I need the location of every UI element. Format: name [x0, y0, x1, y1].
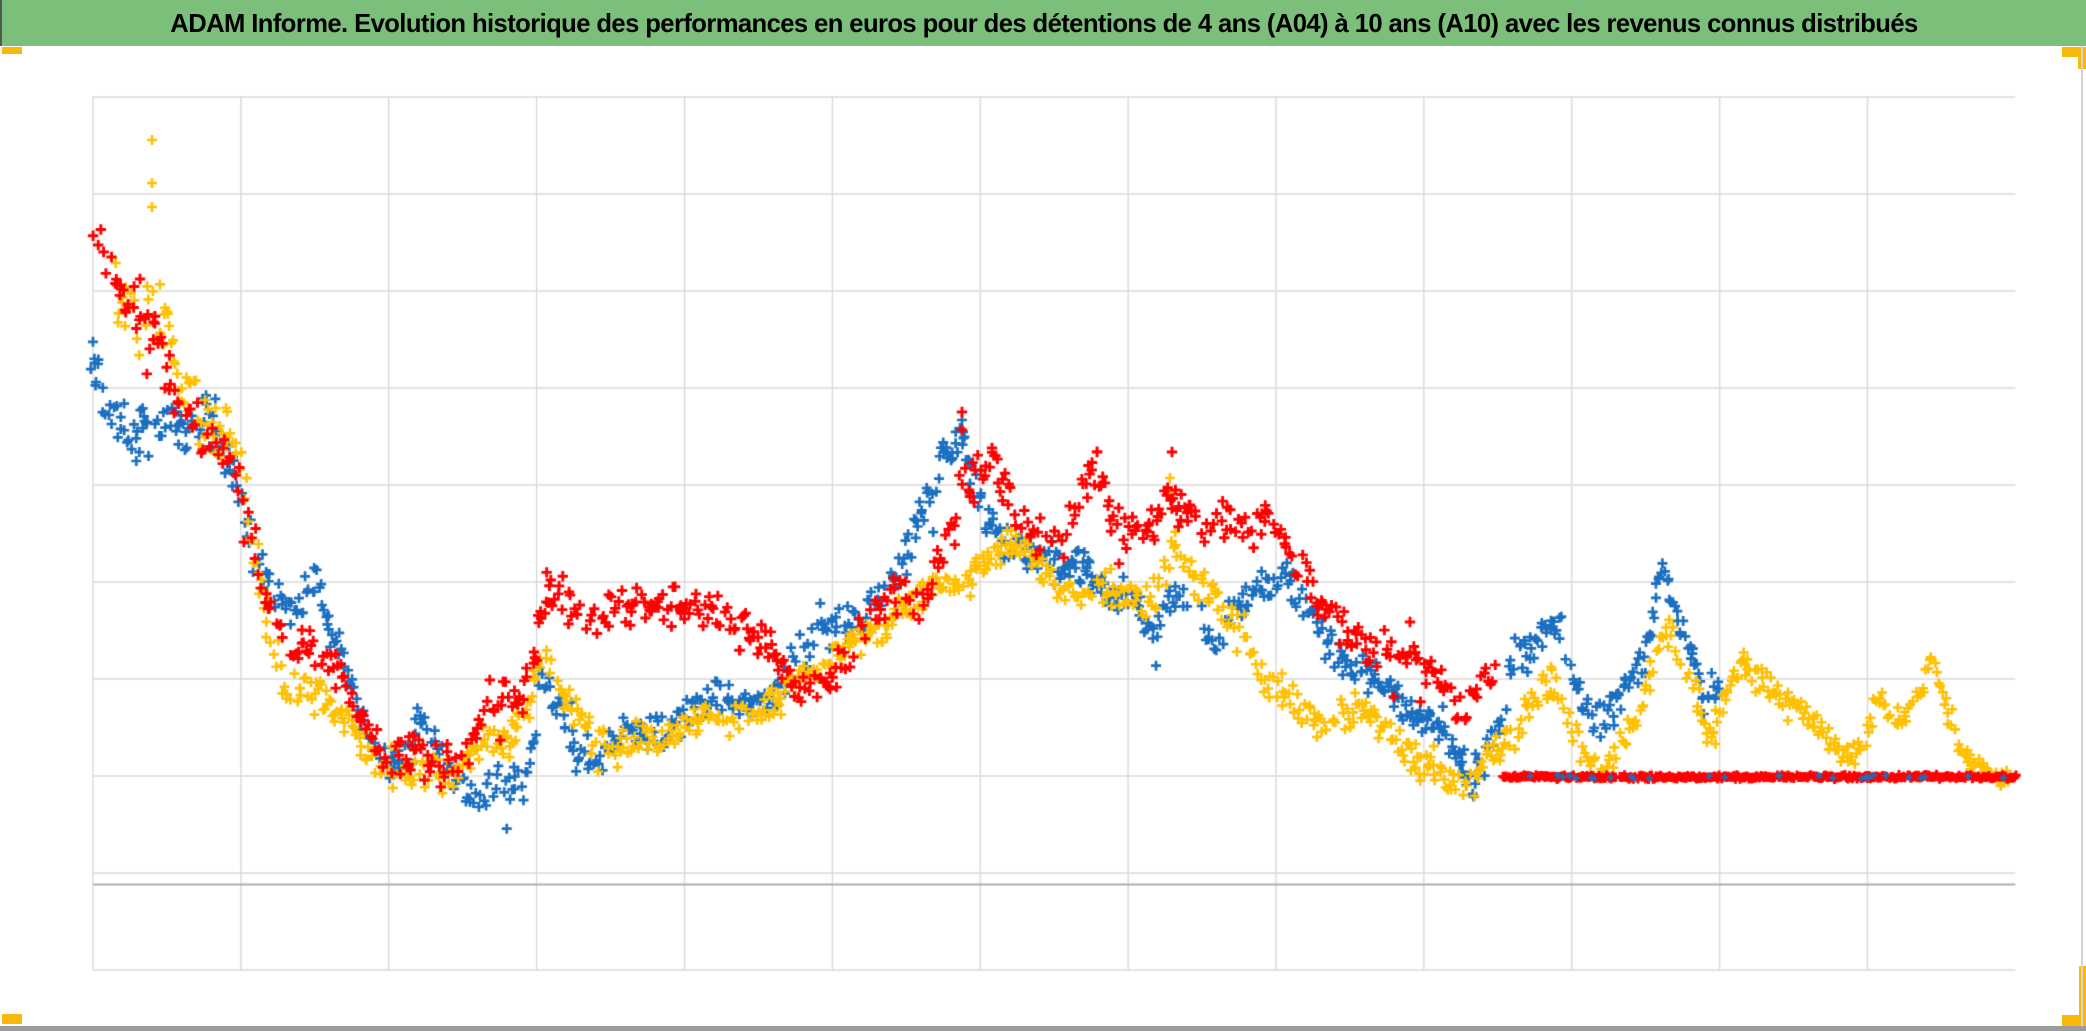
corner-mark-foot: [2062, 1015, 2086, 1026]
window-bottom-edge: [0, 1026, 2086, 1031]
corner-mark-bottom-left: [2, 1014, 22, 1024]
window-right-edge: [2081, 46, 2083, 1026]
corner-mark-horizontal: [2062, 47, 2086, 57]
corner-mark-top-left: [2, 47, 22, 54]
